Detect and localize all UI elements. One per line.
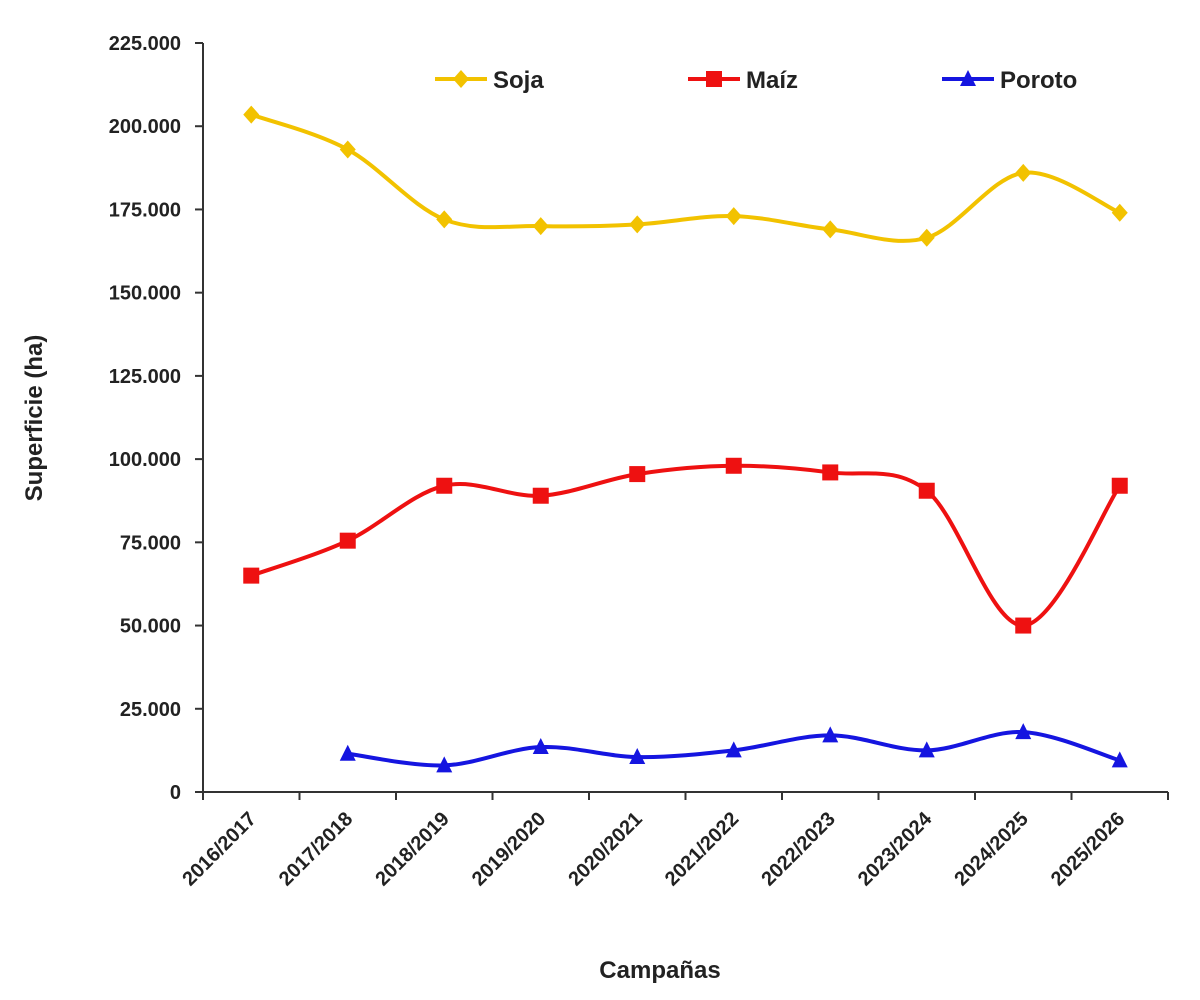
data-point-soja (532, 217, 549, 236)
data-point-soja (436, 210, 453, 229)
data-point-maiz (339, 532, 356, 549)
series-soja (243, 105, 1128, 247)
legend-item-soja: Soja (435, 67, 544, 94)
data-point-soja (629, 215, 646, 234)
legend-label-maiz: Maíz (746, 67, 798, 94)
y-tick-label: 225.000 (109, 33, 181, 55)
series-maiz (243, 457, 1128, 634)
data-point-poroto (629, 748, 646, 765)
x-tick-label: 2018/2019 (371, 808, 453, 890)
data-point-maiz (1111, 477, 1128, 494)
x-tick-label: 2017/2018 (275, 808, 357, 890)
data-point-poroto (822, 726, 839, 743)
data-point-maiz (436, 477, 453, 494)
y-tick-label: 75.000 (120, 532, 181, 554)
y-tick-label: 125.000 (109, 366, 181, 388)
data-point-maiz (1015, 617, 1032, 634)
legend-marker-maiz (706, 71, 722, 87)
data-point-soja (1015, 163, 1032, 182)
data-point-poroto (436, 756, 453, 773)
y-tick-label: 150.000 (109, 283, 181, 305)
data-point-maiz (629, 466, 646, 483)
legend-marker-poroto (960, 70, 976, 86)
y-axis-title: Superficie (ha) (21, 335, 48, 502)
legend: Soja Maíz Poroto (435, 67, 1077, 94)
data-point-poroto (918, 741, 935, 758)
x-tick-label: 2023/2024 (854, 807, 937, 890)
series-line-soja (249, 112, 1122, 243)
y-tick-label: 175.000 (109, 199, 181, 221)
x-tick-label: 2019/2020 (468, 808, 550, 890)
legend-label-poroto: Poroto (1000, 67, 1077, 94)
x-tick-label: 2020/2021 (564, 808, 646, 890)
x-axis-title: Campañas (599, 957, 720, 984)
data-point-maiz (532, 487, 549, 504)
data-point-poroto (1111, 751, 1128, 768)
data-point-soja (243, 105, 260, 124)
x-tick-label: 2022/2023 (757, 808, 839, 890)
data-point-poroto (532, 738, 549, 755)
data-point-soja (1111, 203, 1128, 222)
data-point-soja (822, 220, 839, 239)
data-point-maiz (918, 482, 935, 499)
series-layer (243, 105, 1128, 773)
data-point-maiz (822, 464, 839, 481)
data-point-maiz (243, 567, 260, 584)
y-tick-label: 25.000 (120, 699, 181, 721)
x-tick-label: 2025/2026 (1047, 808, 1129, 890)
series-poroto (339, 723, 1128, 773)
data-point-soja (339, 140, 356, 159)
data-point-soja (918, 228, 935, 247)
legend-item-maiz: Maíz (688, 67, 798, 94)
data-point-poroto (339, 744, 356, 761)
x-tick-label: 2016/2017 (178, 808, 260, 890)
y-tick-label: 50.000 (120, 616, 181, 638)
data-point-poroto (725, 741, 742, 758)
x-tick-label: 2021/2022 (661, 808, 743, 890)
data-point-poroto (1015, 723, 1032, 740)
legend-label-soja: Soja (493, 67, 544, 94)
legend-item-poroto: Poroto (942, 67, 1077, 94)
y-tick-label: 200.000 (109, 116, 181, 138)
data-point-soja (725, 207, 742, 226)
data-point-maiz (725, 457, 742, 474)
y-tick-label: 0 (170, 782, 181, 804)
y-tick-label: 100.000 (109, 449, 181, 471)
legend-marker-soja (453, 70, 469, 88)
series-line-maiz (249, 463, 1122, 628)
x-tick-label: 2024/2025 (950, 808, 1032, 890)
